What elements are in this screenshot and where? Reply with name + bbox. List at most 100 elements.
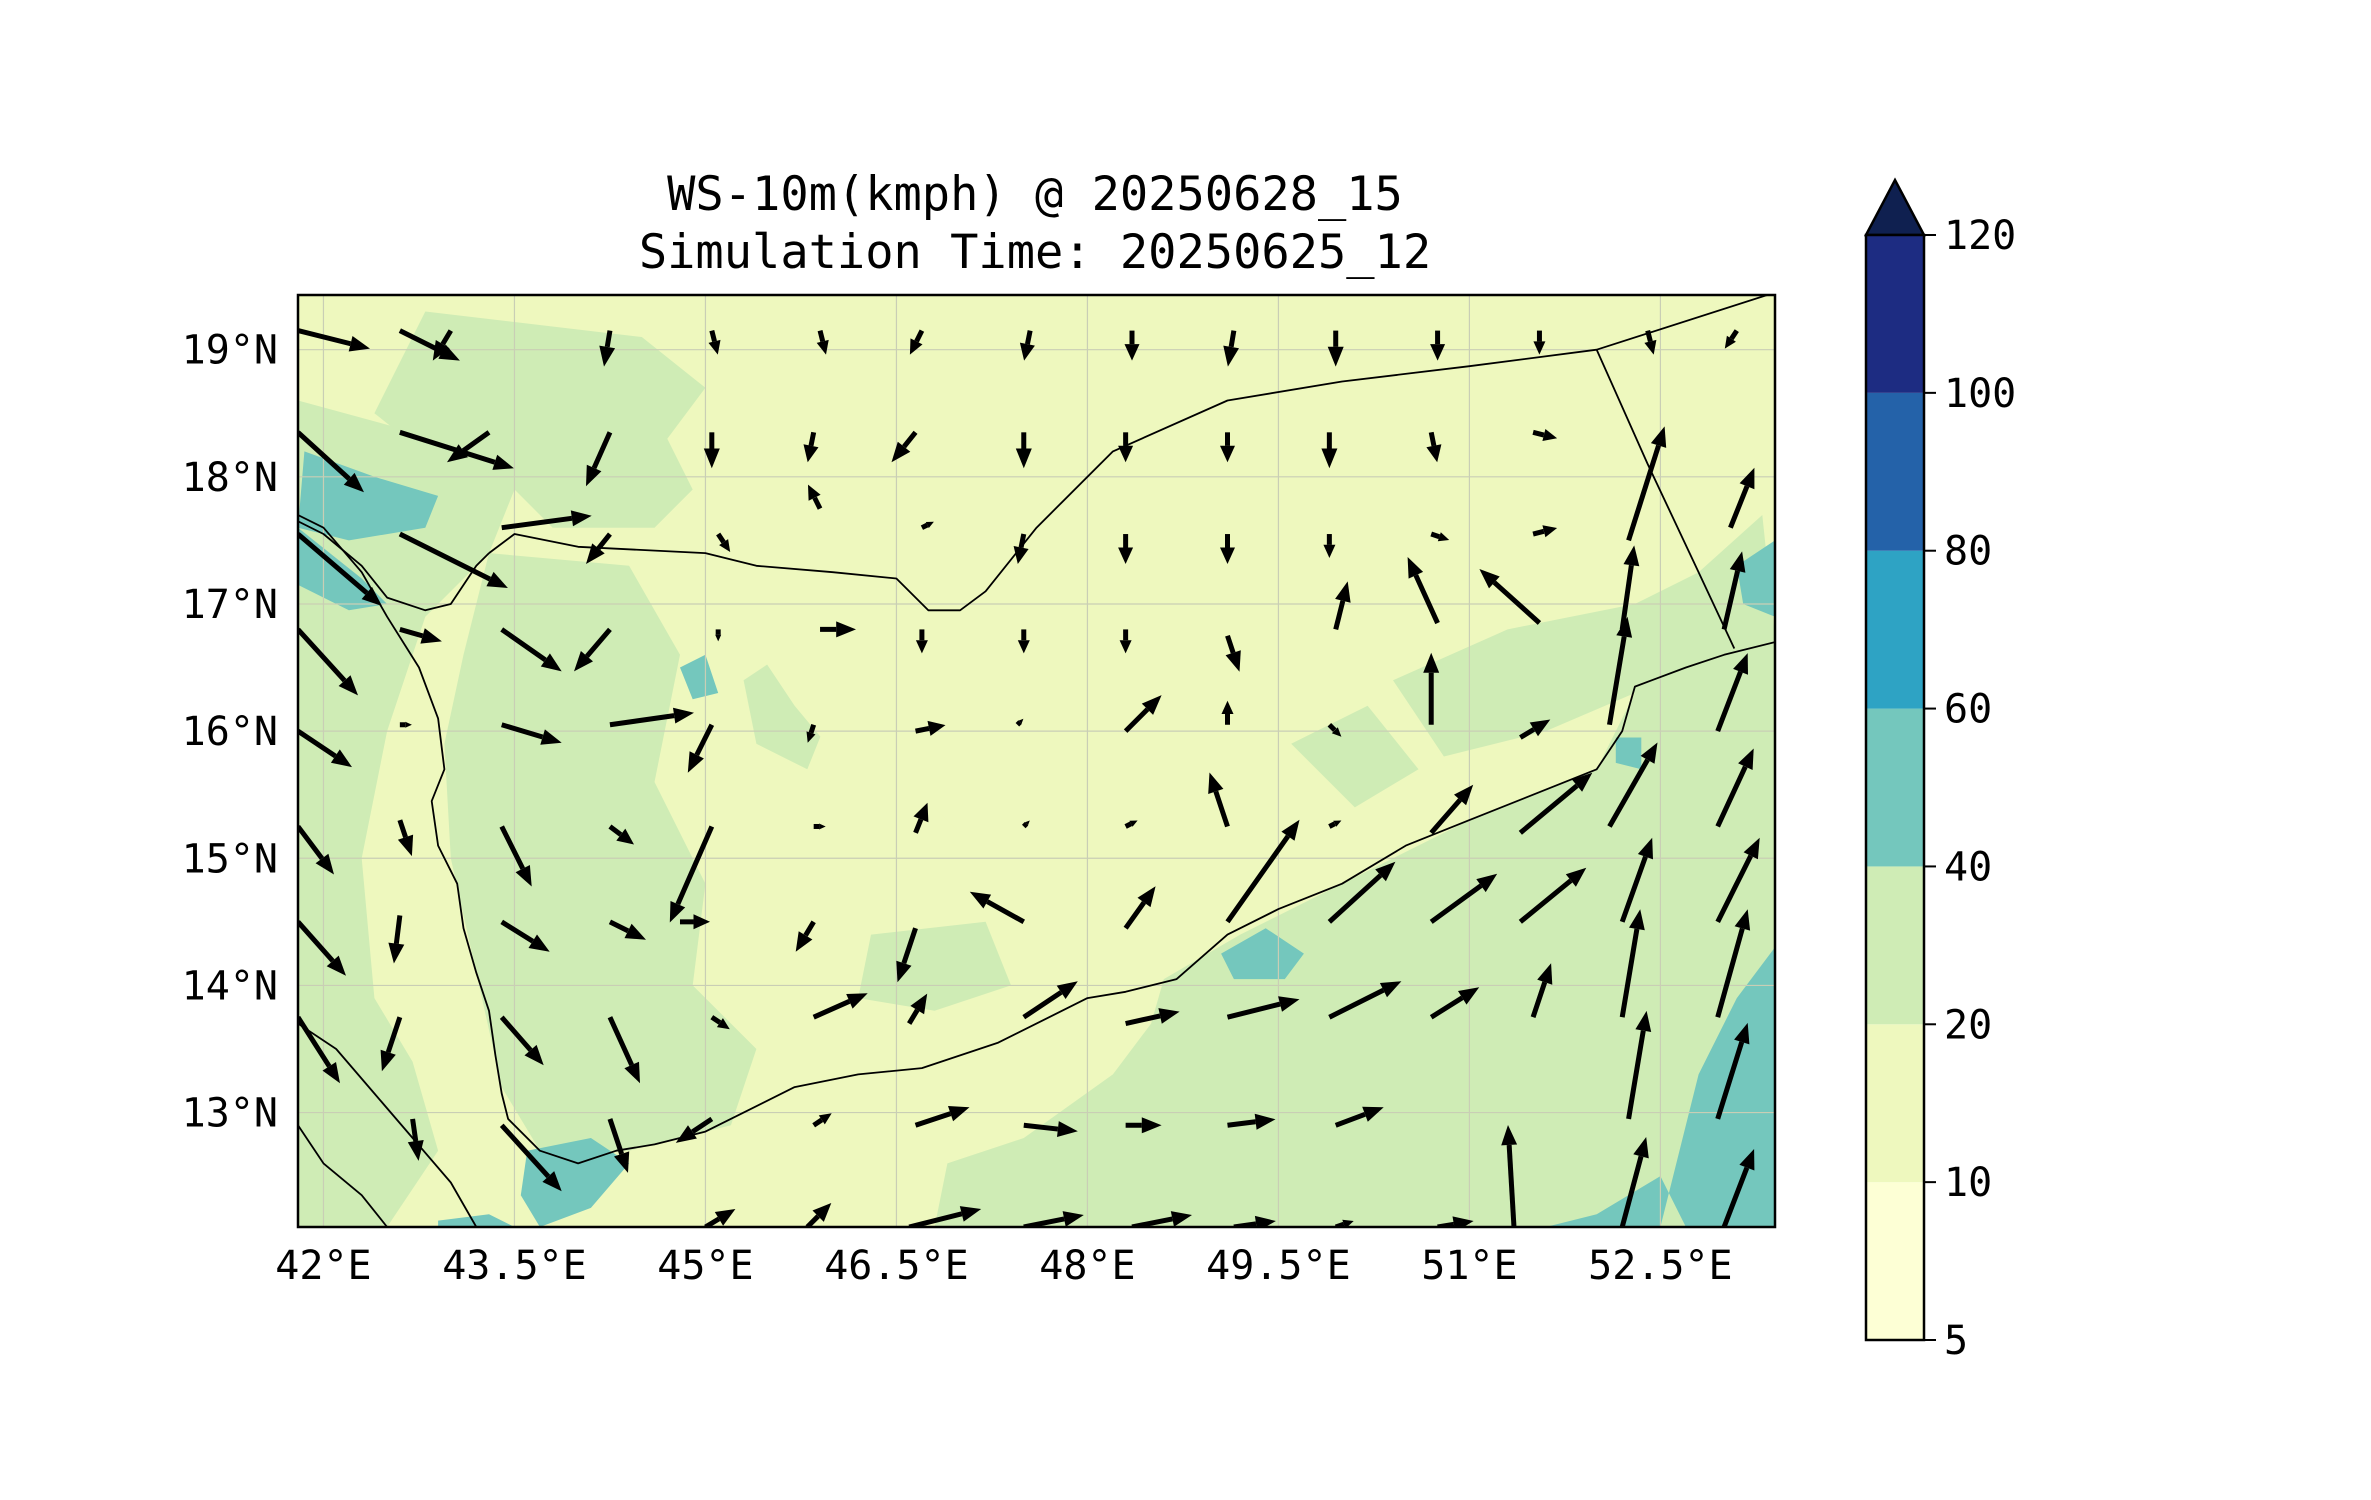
wind-arrow-head (1013, 546, 1029, 564)
lon-tick-label: 52.5°E (1588, 1243, 1733, 1289)
wind-arrow-shaft (500, 919, 535, 944)
wind-arrow-shaft (1413, 574, 1440, 625)
wind-arrow-head (614, 1151, 630, 1173)
wind-arrow-head (1220, 445, 1235, 463)
wind-arrow (1334, 1106, 1384, 1128)
wind-arrow-shaft (399, 626, 424, 639)
wind-arrow-shaft (609, 713, 675, 728)
wind-arrow (1321, 432, 1338, 469)
wind-arrow-head (891, 441, 911, 463)
wind-arrow-head (540, 729, 562, 745)
wind-arrow-shaft (440, 329, 453, 346)
wind-arrow (1721, 1149, 1755, 1227)
wind-arrow-shaft (1729, 329, 1739, 341)
wind-arrow (298, 627, 358, 696)
wind-arrow-head (570, 510, 592, 527)
wind-speed-area-40 (1615, 737, 1642, 770)
wind-arrow (1208, 772, 1230, 828)
wind-arrow-head (1729, 551, 1746, 573)
wind-arrow (298, 532, 382, 606)
colorbar-extend-triangle (1863, 177, 1927, 237)
wind-speed-area-40 (680, 654, 719, 700)
wind-arrow (803, 431, 819, 463)
wind-arrow-head (1017, 640, 1030, 654)
wind-arrow-shaft (1532, 429, 1545, 438)
wind-arrow-head (599, 345, 616, 367)
wind-arrow (1023, 1121, 1078, 1137)
wind-speed-area-40 (520, 1138, 630, 1227)
colorbar-tick-label: 60 (1944, 687, 1992, 733)
wind-arrow-head (1476, 873, 1498, 893)
wind-arrow-shaft (817, 329, 826, 343)
wind-arrow (1407, 557, 1440, 625)
wind-arrow (1017, 629, 1030, 654)
wind-arrow-shaft (1715, 854, 1753, 923)
wind-speed-area-20 (743, 654, 833, 770)
wind-arrow-head (1056, 981, 1078, 999)
wind-arrow-head (380, 1049, 396, 1072)
wind-arrow-shaft (1518, 878, 1573, 924)
wind-arrow-head (1220, 547, 1235, 564)
wind-arrow-shaft (398, 531, 492, 582)
wind-arrow (1022, 981, 1078, 1020)
wind-arrow-head (1057, 1121, 1078, 1137)
wind-arrow (896, 927, 918, 983)
wind-arrow-head (808, 484, 821, 501)
wind-arrow-shaft (1328, 987, 1385, 1020)
wind-arrow-shaft (397, 819, 408, 838)
lon-tick-label: 48°E (1039, 1243, 1135, 1289)
colorbar-tick-label: 40 (1944, 844, 1992, 890)
wind-speed-area-20 (374, 311, 706, 528)
wind-arrow-shaft (298, 920, 335, 963)
colorbar-tick-label: 100 (1944, 371, 2016, 417)
wind-arrow-shaft (298, 824, 324, 860)
wind-arrow-head (1571, 772, 1593, 792)
wind-arrow (1013, 533, 1029, 564)
wind-arrow-shaft (1428, 431, 1437, 447)
wind-arrow (599, 330, 616, 367)
wind-arrow-shaft (1227, 1119, 1256, 1128)
wind-arrow-head (675, 1125, 697, 1143)
wind-arrow-shaft (1123, 707, 1150, 733)
lat-tick-label: 17°N (182, 582, 278, 628)
figure-title-line2: Simulation Time: 20250625_12 (639, 225, 1431, 280)
colorbar-bin-10-20 (1866, 1024, 1924, 1183)
wind-arrow-shaft (704, 1216, 721, 1227)
wind-arrow (607, 1118, 630, 1173)
wind-arrow (1328, 820, 1342, 829)
wind-arrow-head (586, 543, 605, 564)
wind-arrow (1124, 330, 1140, 361)
wind-arrow (1532, 525, 1558, 538)
wind-arrow-shaft (1430, 531, 1441, 540)
wind-arrow-shaft (596, 532, 612, 550)
wind-arrow (500, 919, 550, 952)
wind-arrow-shaft (298, 1015, 332, 1068)
wind-arrow-shaft (1532, 528, 1545, 537)
wind-arrow (1607, 742, 1658, 828)
wind-arrow-head (1724, 335, 1736, 349)
wind-arrow-head (1501, 1125, 1518, 1146)
lon-tick-label: 43.5°E (442, 1243, 587, 1289)
lon-tick-label: 49.5°E (1206, 1243, 1351, 1289)
wind-arrow-head (927, 720, 946, 736)
wind-arrow-head (714, 1209, 736, 1226)
longitude-tick-labels: 42°E 43.5°E 45°E 46.5°E 48°E 49.5°E 51°E 52.5°E (275, 1243, 1732, 1289)
wind-arrow-head (1281, 819, 1300, 841)
wind-arrow-head (624, 923, 646, 940)
wind-arrow-shaft (1619, 564, 1634, 630)
wind-arrow-shaft (385, 1016, 403, 1054)
wind-arrow-shaft (1492, 580, 1542, 625)
wind-arrow-head (896, 960, 912, 983)
wind-arrow (1626, 1010, 1652, 1120)
wind-arrow (1430, 531, 1450, 542)
wind-arrow-head (1129, 820, 1138, 827)
wind-arrow (1015, 718, 1024, 727)
wind-arrow (608, 919, 646, 940)
wind-arrow (1724, 329, 1739, 349)
map-panel (296, 293, 1777, 1229)
wind-arrow (915, 629, 928, 654)
wind-arrow-head (1640, 742, 1658, 764)
wind-arrow-shaft (1619, 1155, 1644, 1227)
wind-speed-area-20 (1393, 515, 1775, 757)
